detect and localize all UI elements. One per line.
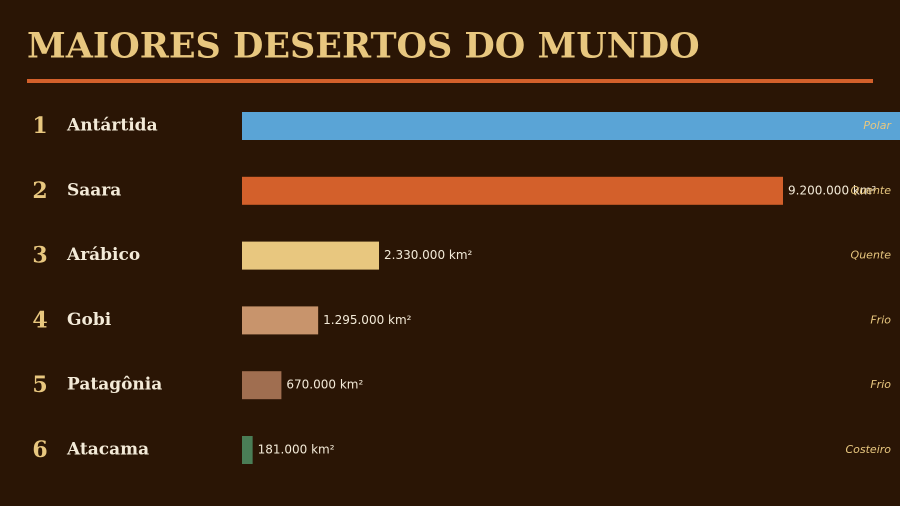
value-label: 1.295.000 km² (323, 313, 412, 327)
rank: 1 (32, 113, 47, 139)
category-label: Gobi (67, 310, 112, 330)
title-rule (27, 79, 873, 83)
bar (242, 112, 900, 140)
category-label: Patagônia (67, 375, 162, 395)
value-label: 670.000 km² (286, 378, 363, 392)
rank: 4 (32, 307, 47, 333)
type-label: Quente (851, 184, 892, 197)
type-label: Quente (851, 249, 892, 262)
value-label: 9.200.000 km² (788, 183, 877, 197)
rank: 2 (32, 178, 47, 204)
category-label: Arábico (66, 245, 140, 265)
bar (242, 306, 319, 335)
category-label: Atacama (66, 440, 149, 460)
type-label: Polar (863, 119, 892, 132)
rank: 3 (32, 243, 47, 269)
value-label: 2.330.000 km² (384, 248, 473, 262)
bar (242, 241, 380, 270)
category-label: Antártida (66, 116, 158, 136)
bar (242, 176, 783, 205)
category-label: Saara (67, 180, 121, 200)
type-label: Frio (870, 313, 891, 326)
rank: 5 (32, 372, 47, 398)
bar (242, 436, 253, 464)
bar (242, 371, 282, 400)
rank: 6 (32, 437, 47, 463)
type-label: Frio (870, 378, 891, 391)
type-label: Costeiro (845, 443, 891, 456)
chart-title: MAIORES DESERTOS DO MUNDO (27, 26, 700, 67)
value-label: 181.000 km² (258, 443, 335, 457)
